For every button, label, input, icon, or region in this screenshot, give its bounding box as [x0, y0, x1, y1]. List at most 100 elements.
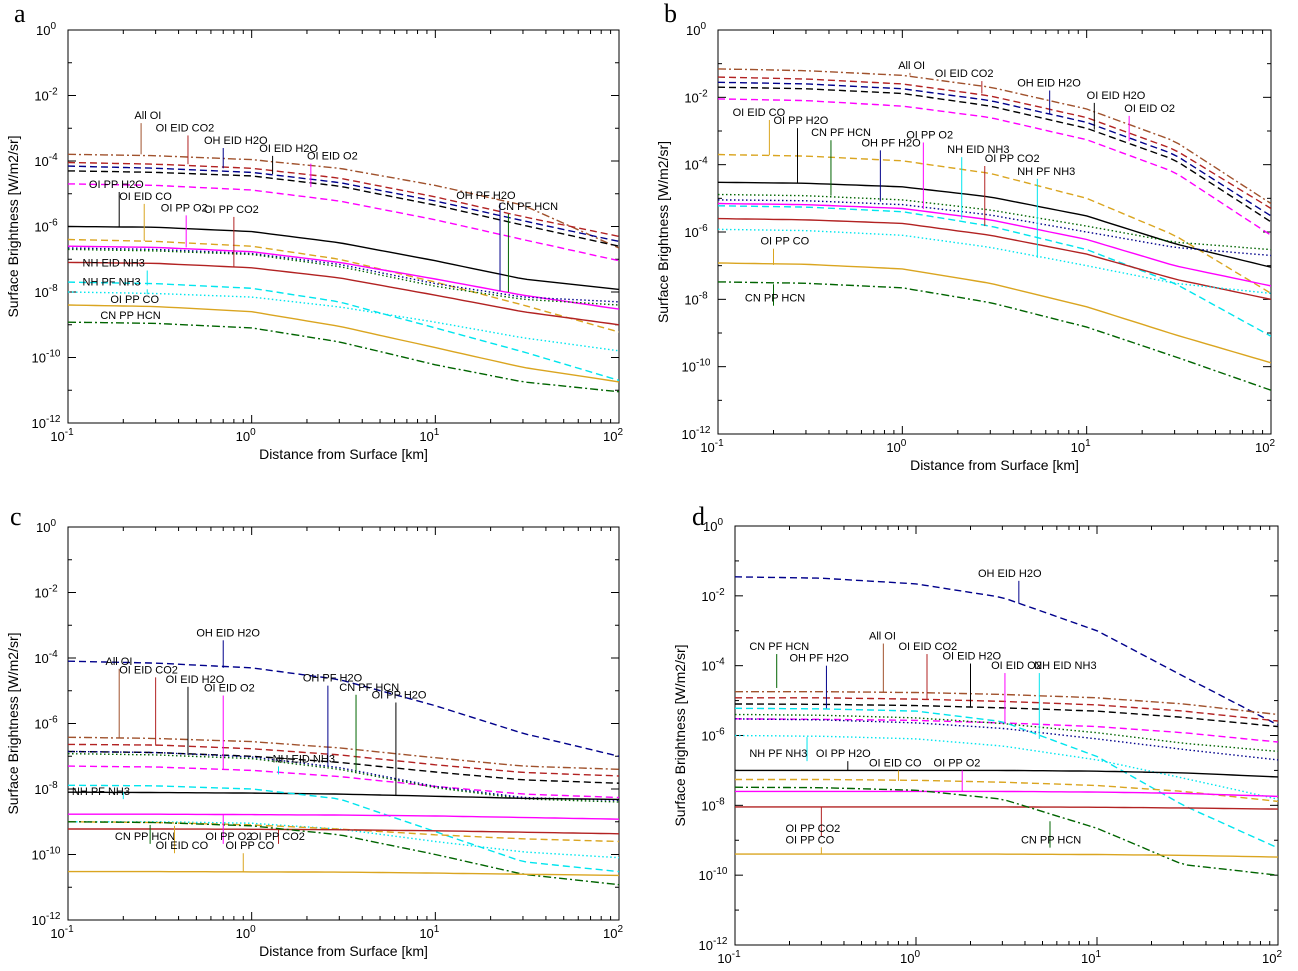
series-line: [68, 165, 619, 243]
y-tick-label: 10-4: [34, 649, 58, 666]
series-line: [68, 821, 619, 886]
y-axis-label: Surface Brightness [W/m2/sr]: [5, 135, 21, 317]
y-tick-label: 10-2: [34, 87, 58, 104]
series-line: [68, 153, 619, 249]
series-annotation: OI PP O2: [934, 757, 981, 769]
y-tick-label: 100: [703, 517, 723, 534]
y-tick-label: 10-2: [34, 584, 58, 601]
series-annotation: OH PF H2O: [789, 653, 849, 665]
series-annotation: OI EID CO: [119, 191, 172, 203]
panel-b: b10-1 100 101 10210-1210-1010-810-610-410-2…: [655, 0, 1275, 473]
y-tick-label: 10-2: [701, 587, 725, 604]
series-line: [68, 281, 619, 382]
series-annotation: OH PF H2O: [861, 137, 921, 149]
series-line: [718, 202, 1271, 287]
series-annotation: OH PF H2O: [456, 190, 516, 202]
y-tick-label: 100: [686, 21, 706, 38]
series-line: [68, 660, 619, 757]
series-line: [68, 321, 619, 393]
series-annotation: OH PF H2O: [303, 673, 363, 685]
series-annotation: CN PP HCN: [100, 310, 160, 322]
series-annotation: OI PP CO: [225, 840, 274, 852]
x-tick-label: 102: [603, 924, 623, 941]
panel-label: c: [10, 502, 22, 531]
series-annotation: CN PP HCN: [115, 831, 175, 843]
series-annotation: CN PF HCN: [339, 682, 399, 694]
series-annotation: OI EID H2O: [259, 143, 318, 155]
series-annotation: OI EID CO2: [898, 641, 957, 653]
series-annotation: OI EID H2O: [942, 651, 1001, 663]
x-tick-label: 100: [886, 438, 906, 455]
x-tick-label: 100: [900, 949, 920, 966]
y-tick-label: 10-10: [32, 846, 61, 863]
series-annotation: NH EID NH3: [1034, 660, 1096, 672]
x-tick-label: 101: [1071, 438, 1091, 455]
series-line: [718, 199, 1271, 257]
panel-a: a10-1 100 101 10210-1210-1010-810-610-410-2…: [5, 0, 623, 462]
series-annotation: CN PF HCN: [498, 201, 558, 213]
series-line: [735, 697, 1278, 722]
series-line: [718, 98, 1271, 236]
series-annotation: OI PP CO: [760, 236, 809, 248]
series-line: [735, 790, 1278, 798]
series-annotation: OI PP H2O: [89, 179, 144, 191]
panel-label: d: [692, 502, 705, 531]
series-annotation: OI EID H2O: [166, 674, 225, 686]
series-line: [718, 68, 1271, 205]
x-tick-label: 101: [1081, 949, 1101, 966]
series-annotation: OI EID O2: [1124, 103, 1175, 115]
series-annotation: NH PF NH3: [1017, 166, 1075, 178]
series-line: [718, 193, 1271, 251]
y-axis-label: Surface Brightness [W/m2/sr]: [672, 644, 688, 826]
series-annotation: OI PP H2O: [773, 115, 828, 127]
series-line: [735, 769, 1278, 778]
y-tick-label: 10-6: [684, 223, 708, 240]
x-tick-label: 10-1: [50, 427, 74, 444]
plot-frame: [67, 29, 620, 424]
series-line: [68, 225, 619, 291]
series-line: [735, 853, 1278, 858]
series-line: [68, 291, 619, 352]
series-line: [735, 707, 1278, 849]
series-line: [68, 743, 619, 777]
panel-c: c10-1 100 101 10210-1210-1010-810-610-410-2…: [5, 502, 623, 959]
series-annotation: NH PF NH3: [749, 748, 807, 760]
series-annotation: OI EID CO2: [935, 68, 994, 80]
series-annotation: OI EID CO2: [156, 122, 215, 134]
x-tick-label: 102: [1255, 438, 1275, 455]
series-line: [735, 718, 1278, 743]
series-annotation: CN PF HCN: [811, 127, 871, 139]
series-annotation: OH EID H2O: [204, 135, 268, 147]
y-tick-label: 10-6: [34, 715, 58, 732]
y-tick-label: 10-2: [684, 88, 708, 105]
y-tick-label: 10-6: [701, 727, 725, 744]
x-tick-label: 10-1: [50, 924, 74, 941]
y-axis-label: Surface Brightness [W/m2/sr]: [655, 141, 671, 323]
series-annotation: All OI: [898, 60, 925, 72]
y-tick-label: 10-8: [701, 796, 725, 813]
series-annotation: OI EID CO2: [119, 664, 178, 676]
series-annotation: CN PP HCN: [745, 293, 805, 305]
series-annotation: All OI: [869, 631, 896, 643]
x-tick-label: 100: [236, 427, 256, 444]
series-line: [718, 262, 1271, 364]
series-annotation: CN PF HCN: [749, 641, 809, 653]
series-line: [68, 170, 619, 247]
series-annotation: OI EID O2: [204, 682, 255, 694]
series-annotation: OI PP CO: [785, 834, 834, 846]
series-line: [68, 813, 619, 820]
series-line: [68, 828, 619, 835]
series-annotation: OI PP CO: [110, 294, 159, 306]
series-line: [735, 691, 1278, 716]
series-line: [68, 791, 619, 801]
y-tick-label: 10-8: [34, 780, 58, 797]
series-line: [68, 821, 619, 859]
series-line: [68, 736, 619, 770]
series-line: [68, 753, 619, 803]
series-annotation: OI EID CO: [156, 840, 209, 852]
series-annotation: OH EID H2O: [978, 568, 1042, 580]
series-line: [718, 153, 1271, 294]
series-line: [68, 238, 619, 333]
series-line: [735, 734, 1278, 800]
